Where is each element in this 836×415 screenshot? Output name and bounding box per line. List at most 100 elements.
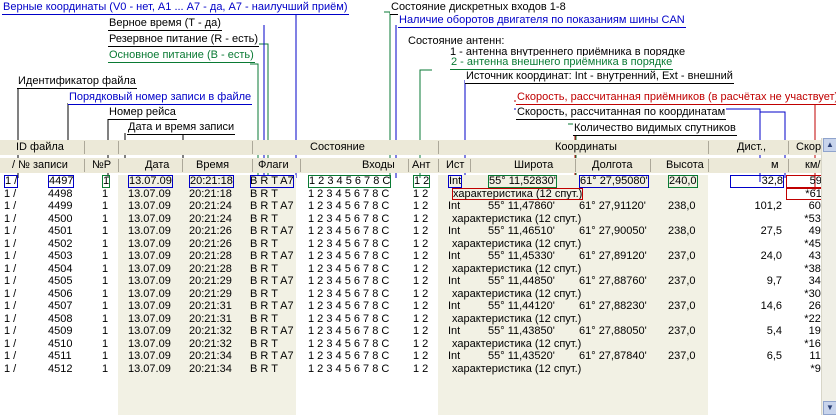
cell-inputs: 1 2 3 4 5 6 7 8 C xyxy=(308,212,390,225)
cell-time: 20:21:26 xyxy=(189,237,232,250)
col-lon[interactable]: Долгота xyxy=(592,159,633,171)
cell-alt: 237,0 xyxy=(668,300,696,312)
cell-ant: 1 2 xyxy=(413,337,429,350)
col-alt[interactable]: Высота xyxy=(666,159,704,171)
cell-characteristic: характеристика (12 спут.) xyxy=(452,237,582,250)
col-inputs[interactable]: Входы xyxy=(362,159,395,171)
table-row[interactable]: 1 / 4511 1 13.07.09 20:21:34 B R T A7 1 2 3 4 … xyxy=(0,350,836,363)
cell-id: 1 / xyxy=(4,175,19,188)
cell-ant: 1 2 xyxy=(413,350,429,362)
col-ant[interactable]: Ант xyxy=(412,159,431,171)
vertical-scrollbar[interactable]: ▲ ▼ xyxy=(821,138,836,415)
col-id-file[interactable]: ID файла xyxy=(16,141,64,153)
cell-characteristic: характеристика (12 спут.) xyxy=(452,362,582,375)
col-speed-unit[interactable]: км/ч xyxy=(805,159,827,171)
table-row[interactable]: 1 / 4512 1 13.07.09 20:21:34 B R T 1 2 3 4 5 6… xyxy=(0,363,836,376)
table-row[interactable]: 1 / 4498 1 13.07.09 20:21:18 B R T 1 2 3 4 5 6… xyxy=(0,187,836,200)
annotation-can-engine: Наличие оборотов двигателя по показаниям… xyxy=(398,14,686,28)
col-lat[interactable]: Широта xyxy=(514,159,554,171)
cell-id: 1 / xyxy=(4,300,17,312)
cell-num: 4506 xyxy=(48,287,73,300)
cell-time: 20:21:26 xyxy=(189,225,232,237)
cell-ant: 1 2 xyxy=(413,275,429,287)
annotation-backup-power: Резервное питание (R - есть) xyxy=(108,33,260,47)
col-record-no[interactable]: / № записи xyxy=(12,159,68,171)
col-time[interactable]: Время xyxy=(196,159,230,171)
cell-flags: B R T A7 xyxy=(250,350,294,362)
col-trip[interactable]: №Р xyxy=(92,159,112,171)
cell-src: Int xyxy=(448,275,461,287)
cell-time: 20:21:34 xyxy=(189,350,232,362)
table-row[interactable]: 1 / 4501 1 13.07.09 20:21:26 B R T A7 1 2 3 4 … xyxy=(0,225,836,238)
annotation-record-datetime: Дата и время записи xyxy=(127,121,236,135)
cell-date: 13.07.09 xyxy=(128,262,171,275)
cell-ant: 1 2 xyxy=(413,287,429,300)
annotation-record-index: Порядковый номер записи в файле xyxy=(68,91,253,105)
cell-date: 13.07.09 xyxy=(128,200,171,212)
annotation-trip-number: Номер рейса xyxy=(108,106,177,120)
scroll-up-button[interactable]: ▲ xyxy=(823,138,836,152)
cell-time: 20:21:18 xyxy=(189,187,232,200)
cell-id: 1 / xyxy=(4,250,17,262)
table-row[interactable]: 1 / 4499 1 13.07.09 20:21:24 B R T A7 1 2 3 4 … xyxy=(0,200,836,213)
cell-characteristic: характеристика (12 спут.) xyxy=(452,337,582,350)
cell-alt: 237,0 xyxy=(668,350,696,362)
table-row[interactable]: 1 / 4503 1 13.07.09 20:21:28 B R T A7 1 2 3 4 … xyxy=(0,250,836,263)
col-src[interactable]: Ист xyxy=(446,159,465,171)
cell-flags: B R T xyxy=(250,262,278,275)
cell-ant: 1 2 xyxy=(413,187,429,200)
table-row[interactable]: 1 / 4497 1 13.07.09 20:21:18 B R T A7 1 2 3 4 … xyxy=(0,175,836,188)
table-row[interactable]: 1 / 4506 1 13.07.09 20:21:29 B R T 1 2 3 4 5 6… xyxy=(0,288,836,301)
table-row[interactable]: 1 / 4505 1 13.07.09 20:21:29 B R T A7 1 2 3 4 … xyxy=(0,275,836,288)
cell-num: 4499 xyxy=(48,200,73,212)
cell-num: 4498 xyxy=(48,187,73,200)
cell-flags: B R T A7 xyxy=(250,225,294,237)
col-date[interactable]: Дата xyxy=(145,159,170,171)
cell-inputs: 1 2 3 4 5 6 7 8 C xyxy=(308,362,390,375)
cell-num: 4511 xyxy=(48,350,72,362)
cell-trip: 1 xyxy=(102,187,109,200)
cell-id: 1 / xyxy=(4,362,17,375)
cell-trip: 1 xyxy=(102,300,109,312)
cell-time: 20:21:34 xyxy=(189,362,232,375)
cell-src: Int xyxy=(448,325,461,337)
cell-trip: 1 xyxy=(102,350,109,362)
cell-id: 1 / xyxy=(4,275,17,287)
cell-alt: 240,0 xyxy=(668,175,698,188)
cell-date: 13.07.09 xyxy=(128,312,171,325)
cell-inputs: 1 2 3 4 5 6 7 8 C xyxy=(308,300,390,312)
col-coords[interactable]: Координаты xyxy=(555,141,617,153)
scroll-down-button[interactable]: ▼ xyxy=(823,401,836,415)
cell-ant: 1 2 xyxy=(413,175,431,188)
col-speed[interactable]: Скор., xyxy=(796,141,828,153)
cell-lat: 55° 11,43520' xyxy=(488,350,555,362)
cell-lat: 55° 11,45330' xyxy=(488,250,555,262)
cell-alt: 237,0 xyxy=(668,325,696,337)
col-dist-unit[interactable]: м xyxy=(771,159,779,171)
cell-flags: B R T xyxy=(250,362,278,375)
col-state[interactable]: Состояние xyxy=(310,141,365,153)
cell-num: 4504 xyxy=(48,262,73,275)
annotation-discrete-inputs: Состояние дискретных входов 1-8 xyxy=(390,1,567,15)
table-row[interactable]: 1 / 4509 1 13.07.09 20:21:32 B R T A7 1 2 3 4 … xyxy=(0,325,836,338)
table-row[interactable]: 1 / 4508 1 13.07.09 20:21:31 B R T 1 2 3 4 5 6… xyxy=(0,313,836,326)
cell-date: 13.07.09 xyxy=(128,287,171,300)
cell-src: Int xyxy=(448,250,461,262)
cell-flags: B R T xyxy=(250,287,278,300)
cell-trip: 1 xyxy=(102,312,109,325)
cell-id: 1 / xyxy=(4,187,17,200)
cell-date: 13.07.09 xyxy=(128,350,171,362)
col-dist[interactable]: Дист., xyxy=(737,141,767,153)
cell-dist: 32,8 xyxy=(730,175,784,188)
col-flags[interactable]: Флаги xyxy=(258,159,289,171)
table-row[interactable]: 1 / 4504 1 13.07.09 20:21:28 B R T 1 2 3 4 5 6… xyxy=(0,263,836,276)
table-row[interactable]: 1 / 4510 1 13.07.09 20:21:32 B R T 1 2 3 4 5 6… xyxy=(0,338,836,351)
table-row[interactable]: 1 / 4507 1 13.07.09 20:21:31 B R T A7 1 2 3 4 … xyxy=(0,300,836,313)
annotation-valid-coords: Верные координаты (V0 - нет, А1 ... А7 -… xyxy=(2,1,349,15)
table-row[interactable]: 1 / 4500 1 13.07.09 20:21:24 B R T 1 2 3 4 5 6… xyxy=(0,213,836,226)
cell-flags: B R T xyxy=(250,312,278,325)
cell-dist: 6,5 xyxy=(766,350,782,362)
cell-src: Int xyxy=(448,200,461,212)
cell-num: 4501 xyxy=(48,225,73,237)
table-row[interactable]: 1 / 4502 1 13.07.09 20:21:26 B R T 1 2 3 4 5 6… xyxy=(0,238,836,251)
